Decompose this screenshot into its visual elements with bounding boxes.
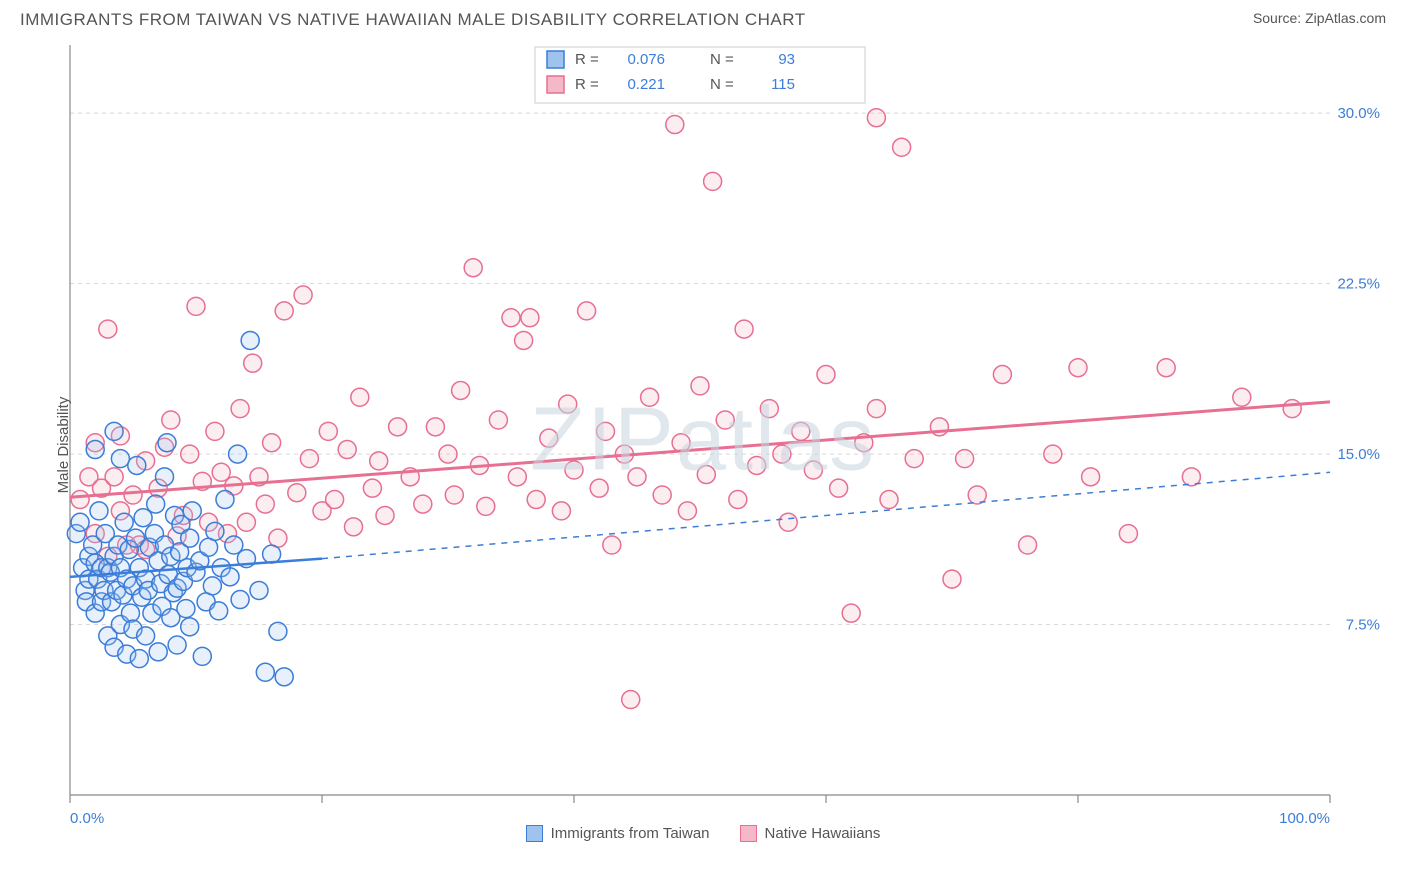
svg-text:93: 93 xyxy=(778,51,795,68)
y-axis-label: Male Disability xyxy=(55,397,72,494)
chart-area: Male Disability ZIPatlas 7.5%15.0%22.5%3… xyxy=(20,35,1386,855)
legend-label-taiwan: Immigrants from Taiwan xyxy=(551,825,710,842)
svg-text:N =: N = xyxy=(710,51,734,68)
source-site: ZipAtlas.com xyxy=(1305,10,1386,26)
source-prefix: Source: xyxy=(1253,10,1305,26)
legend-swatch-hawaiian xyxy=(740,825,757,842)
svg-text:115: 115 xyxy=(771,76,795,93)
svg-text:R =: R = xyxy=(575,51,599,68)
svg-text:R =: R = xyxy=(575,76,599,93)
svg-text:0.221: 0.221 xyxy=(627,76,665,93)
scatter-chart: 7.5%15.0%22.5%30.0%0.0%100.0%R =0.076N =… xyxy=(20,35,1386,855)
legend-label-hawaiian: Native Hawaiians xyxy=(765,825,881,842)
legend-swatch-taiwan xyxy=(526,825,543,842)
source-label: Source: ZipAtlas.com xyxy=(1253,10,1386,26)
svg-text:15.0%: 15.0% xyxy=(1337,446,1380,463)
svg-text:N =: N = xyxy=(710,76,734,93)
svg-text:22.5%: 22.5% xyxy=(1337,276,1380,293)
legend-item-hawaiian: Native Hawaiians xyxy=(740,825,881,842)
svg-text:30.0%: 30.0% xyxy=(1337,105,1380,122)
legend-item-taiwan: Immigrants from Taiwan xyxy=(526,825,710,842)
svg-text:7.5%: 7.5% xyxy=(1346,617,1380,634)
bottom-legend: Immigrants from Taiwan Native Hawaiians xyxy=(0,825,1406,842)
chart-title: IMMIGRANTS FROM TAIWAN VS NATIVE HAWAIIA… xyxy=(20,10,806,30)
svg-text:0.076: 0.076 xyxy=(627,51,665,68)
